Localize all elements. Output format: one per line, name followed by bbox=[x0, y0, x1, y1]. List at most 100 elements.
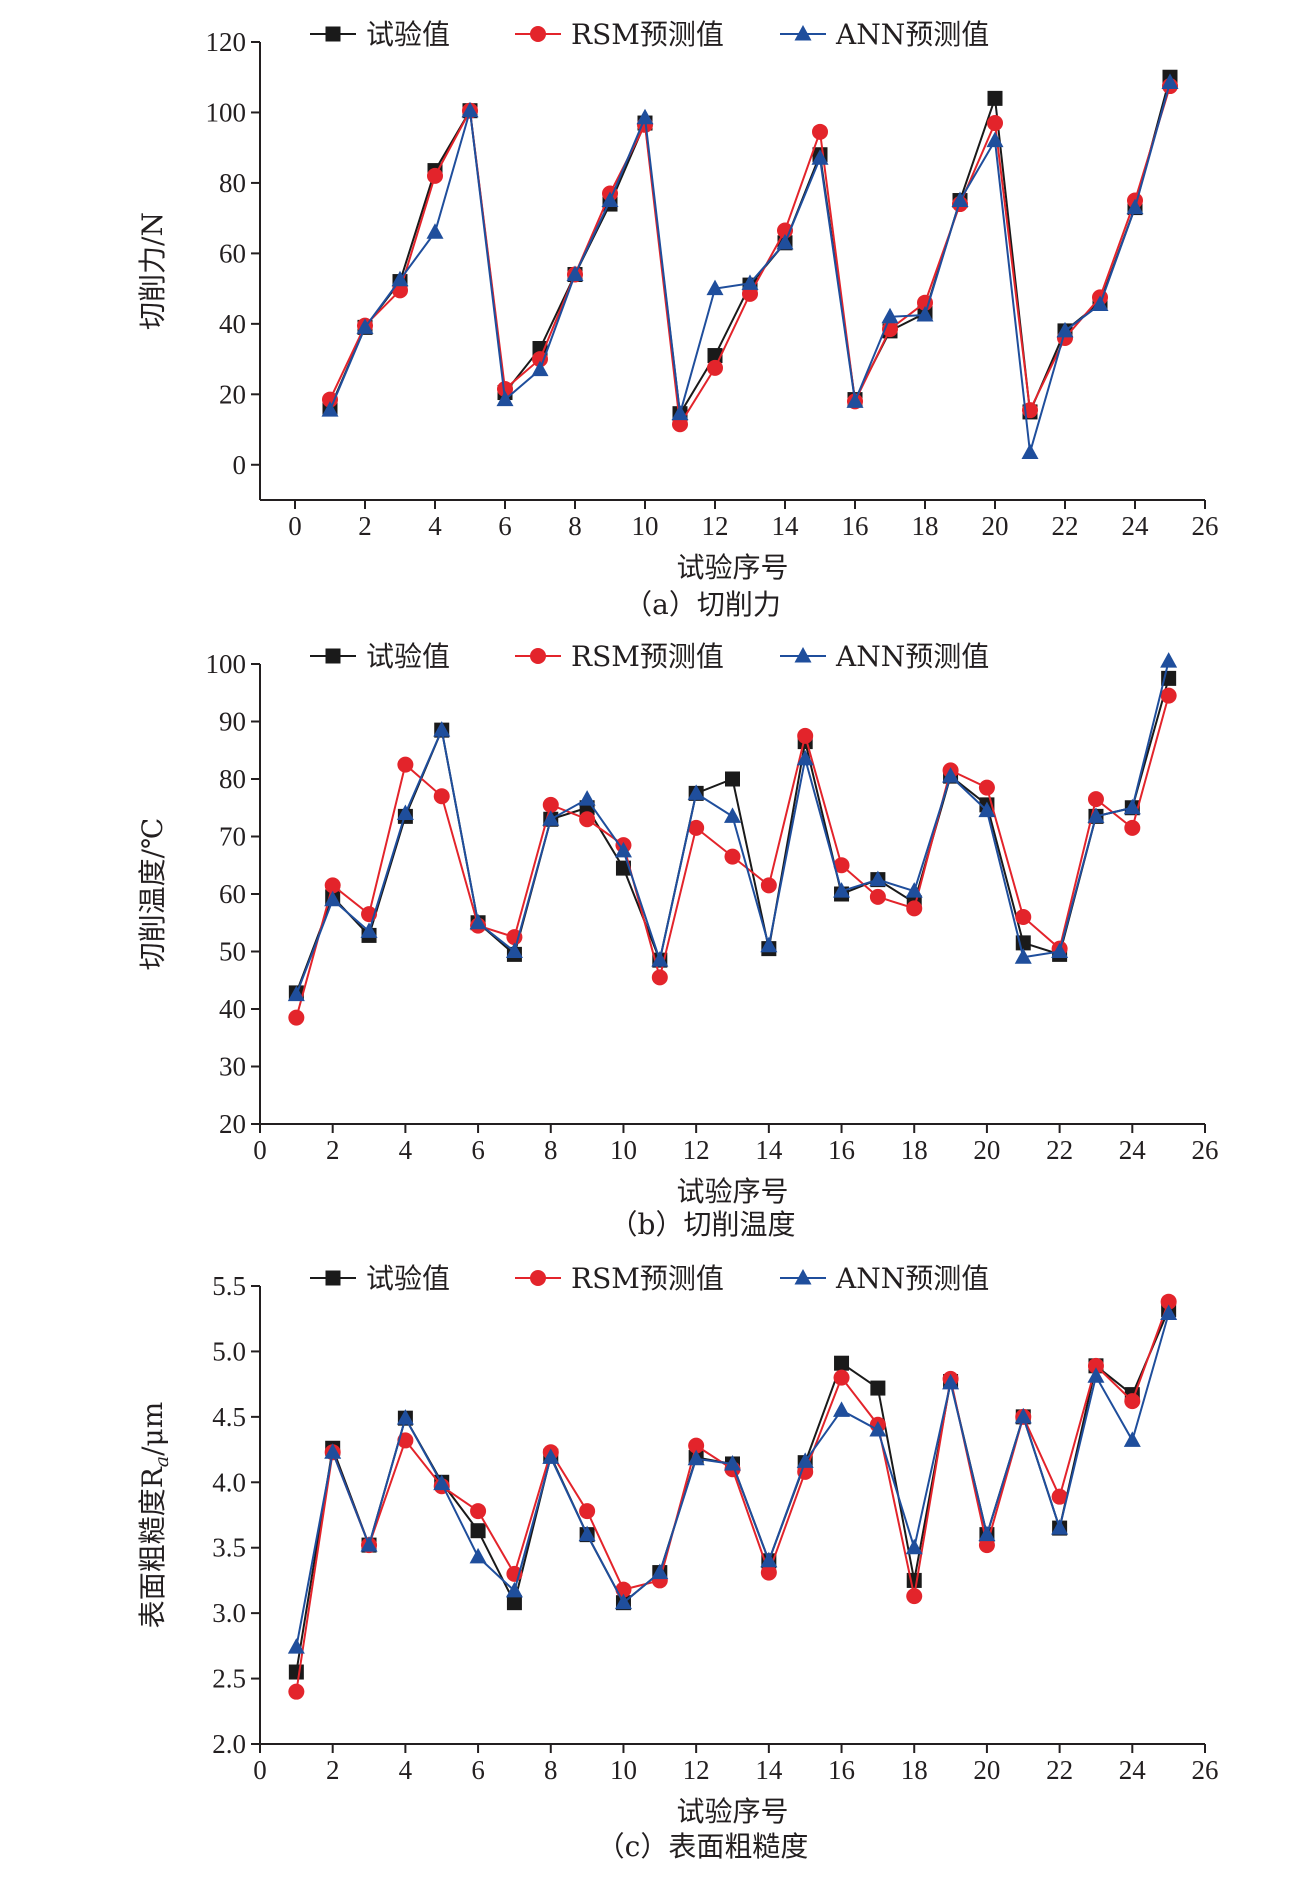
data-point-ann bbox=[796, 749, 814, 766]
data-point-ann bbox=[578, 1525, 596, 1542]
x-tick-label: 12 bbox=[683, 1135, 710, 1165]
data-point-ann bbox=[671, 404, 689, 421]
data-point-rsm bbox=[497, 381, 513, 398]
x-axis-title: 试验序号 bbox=[676, 551, 788, 584]
data-point-ann bbox=[651, 1563, 669, 1580]
data-point-rsm bbox=[688, 819, 705, 836]
data-point-ann bbox=[614, 1593, 632, 1610]
y-tick-label: 100 bbox=[206, 649, 247, 679]
data-point-exp bbox=[834, 1355, 850, 1371]
y-tick-label: 40 bbox=[219, 309, 246, 339]
data-point-ann bbox=[942, 767, 960, 783]
data-point-rsm bbox=[397, 756, 414, 773]
legend-label-ann: ANN预测值 bbox=[835, 640, 989, 673]
y-tick-label: 2.5 bbox=[212, 1664, 246, 1694]
data-point-ann bbox=[287, 1638, 305, 1654]
data-point-ann bbox=[636, 108, 654, 125]
y-tick-label: 4.0 bbox=[212, 1467, 246, 1497]
data-point-ann bbox=[1161, 73, 1179, 90]
legend-marker-rsm bbox=[530, 26, 546, 42]
data-point-ann bbox=[760, 936, 778, 953]
y-tick-label: 80 bbox=[219, 764, 246, 794]
x-tick-label: 6 bbox=[498, 511, 512, 541]
data-point-ann bbox=[324, 890, 342, 907]
data-point-ann bbox=[869, 1420, 887, 1437]
y-tick-label: 90 bbox=[219, 707, 246, 737]
data-point-ann bbox=[433, 721, 451, 737]
data-point-rsm bbox=[470, 1503, 487, 1520]
series-line-exp bbox=[295, 1309, 1170, 1673]
y-tick-label: 120 bbox=[206, 27, 247, 57]
x-tick-label: 10 bbox=[632, 511, 659, 541]
x-tick-label: 18 bbox=[901, 1135, 928, 1165]
data-point-ann bbox=[321, 401, 339, 417]
data-point-ann bbox=[846, 392, 864, 408]
legend-label-ann: ANN预测值 bbox=[835, 1262, 989, 1295]
legend-label-rsm: RSM预测值 bbox=[571, 640, 724, 673]
x-tick-label: 18 bbox=[901, 1755, 928, 1785]
y-tick-label: 20 bbox=[219, 1109, 246, 1139]
x-tick-label: 22 bbox=[1046, 1135, 1073, 1165]
data-point-ann bbox=[951, 191, 969, 208]
data-point-rsm bbox=[869, 888, 886, 905]
x-tick-label: 12 bbox=[702, 511, 729, 541]
data-point-ann bbox=[796, 1452, 814, 1468]
data-point-ann bbox=[687, 1449, 705, 1466]
data-point-exp bbox=[470, 1523, 486, 1539]
data-point-ann bbox=[396, 1409, 414, 1425]
data-point-ann bbox=[1056, 321, 1074, 338]
x-tick-label: 0 bbox=[288, 511, 302, 541]
data-point-rsm bbox=[1160, 1293, 1177, 1310]
legend-marker-ann bbox=[794, 25, 812, 41]
data-point-ann bbox=[1126, 198, 1144, 215]
x-tick-label: 26 bbox=[1192, 1755, 1219, 1785]
data-point-ann bbox=[1123, 798, 1141, 815]
legend-label-ann: ANN预测值 bbox=[835, 18, 989, 51]
data-point-ann bbox=[505, 1581, 523, 1598]
y-tick-label: 0 bbox=[233, 450, 247, 480]
data-point-ann bbox=[469, 1547, 487, 1564]
data-point-ann bbox=[651, 951, 669, 967]
y-tick-label: 3.5 bbox=[212, 1533, 246, 1563]
x-tick-label: 14 bbox=[755, 1135, 783, 1165]
data-point-ann bbox=[1087, 807, 1105, 823]
legend-label-rsm: RSM预测值 bbox=[571, 1262, 724, 1295]
data-point-rsm bbox=[1124, 819, 1141, 836]
x-tick-label: 14 bbox=[755, 1755, 783, 1785]
y-tick-label: 20 bbox=[219, 379, 246, 409]
data-point-rsm bbox=[579, 811, 596, 828]
data-point-ann bbox=[724, 1454, 741, 1471]
data-point-rsm bbox=[833, 1369, 850, 1386]
data-point-ann bbox=[776, 233, 794, 250]
data-point-ann bbox=[833, 882, 851, 898]
data-point-ann bbox=[760, 1551, 778, 1568]
chart-caption: （b）切削温度 bbox=[610, 1208, 796, 1241]
legend-marker-exp bbox=[325, 1270, 341, 1286]
data-point-ann bbox=[496, 390, 514, 407]
data-point-rsm bbox=[1087, 1357, 1104, 1374]
y-axis-title: 切削温度/℃ bbox=[136, 818, 169, 971]
x-tick-label: 26 bbox=[1192, 1135, 1219, 1165]
series-line-ann bbox=[295, 1313, 1170, 1648]
x-tick-label: 2 bbox=[358, 511, 372, 541]
y-tick-label: 70 bbox=[219, 822, 246, 852]
data-point-ann bbox=[578, 790, 596, 806]
data-point-ann bbox=[531, 360, 549, 377]
data-point-ann bbox=[433, 1474, 451, 1491]
series-line-exp bbox=[329, 76, 1171, 417]
data-point-rsm bbox=[288, 1683, 305, 1700]
x-axis-title: 试验序号 bbox=[676, 1795, 788, 1828]
x-tick-label: 6 bbox=[471, 1755, 485, 1785]
x-tick-label: 22 bbox=[1046, 1755, 1073, 1785]
data-point-ann bbox=[1051, 1519, 1069, 1535]
data-point-ann bbox=[978, 1525, 996, 1542]
x-tick-label: 10 bbox=[610, 1135, 637, 1165]
data-point-ann bbox=[833, 1401, 851, 1417]
data-point-ann bbox=[687, 784, 705, 800]
legend-marker-ann bbox=[794, 647, 812, 663]
legend-marker-rsm bbox=[530, 1270, 546, 1286]
series-line-ann bbox=[295, 660, 1170, 995]
data-point-rsm bbox=[978, 779, 995, 796]
data-point-ann bbox=[542, 810, 560, 826]
